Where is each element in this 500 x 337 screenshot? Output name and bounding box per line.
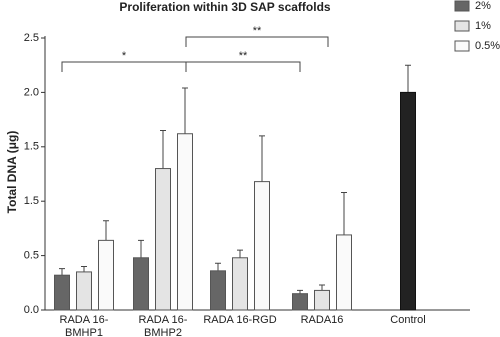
x-tick-label: RADA 16- BMHP2	[138, 314, 188, 337]
error-bar	[182, 87, 188, 134]
bracket	[185, 36, 329, 47]
bar	[54, 274, 70, 311]
y-tick-label: 2.5	[24, 32, 39, 44]
bar	[400, 91, 416, 311]
x-tick-label: RADA 16-RGD	[203, 314, 277, 326]
chart-title: Proliferation within 3D SAP scaffolds	[119, 0, 330, 14]
legend-label: 0.5%	[475, 40, 500, 52]
bar	[98, 239, 114, 311]
error-bar	[160, 129, 166, 169]
x-tick-label: Control	[390, 314, 426, 326]
y-axis-label: Total DNA (μg)	[5, 131, 19, 214]
bar	[210, 270, 226, 311]
annotation: *	[122, 50, 127, 62]
error-bar	[59, 268, 65, 276]
error-bar	[81, 265, 87, 272]
bar	[133, 257, 149, 311]
y-tick-label: 1.5	[24, 141, 39, 153]
legend-swatch	[454, 40, 470, 52]
bar	[336, 234, 352, 311]
error-bar	[297, 289, 303, 294]
bar	[254, 181, 270, 311]
annotation: **	[239, 50, 248, 62]
bar	[314, 289, 330, 311]
legend-swatch	[454, 0, 470, 12]
legend-label: 1%	[475, 20, 491, 32]
bar	[76, 271, 92, 311]
error-bar	[319, 284, 325, 291]
y-tick-label: 0.0	[24, 304, 39, 316]
bracket	[61, 61, 187, 72]
y-tick-label: 2.0	[24, 86, 39, 98]
error-bar	[215, 262, 221, 271]
bar	[177, 133, 193, 311]
legend-label: 2%	[475, 0, 491, 12]
legend-swatch	[454, 20, 470, 32]
error-bar	[138, 239, 144, 258]
y-tick-label: 0.5	[24, 250, 39, 262]
error-bar	[237, 249, 243, 258]
bar	[232, 257, 248, 311]
x-tick-label: RADA 16- BMHP1	[59, 314, 109, 337]
error-bar	[259, 135, 265, 182]
y-tick-label: 1.5	[24, 195, 39, 207]
bar	[292, 293, 308, 311]
error-bar	[341, 191, 347, 235]
error-bar	[103, 220, 109, 241]
annotation: **	[253, 25, 262, 37]
bar	[155, 168, 171, 311]
bracket	[185, 61, 301, 72]
error-bar	[405, 64, 411, 93]
x-tick-label: RADA16	[300, 314, 344, 326]
